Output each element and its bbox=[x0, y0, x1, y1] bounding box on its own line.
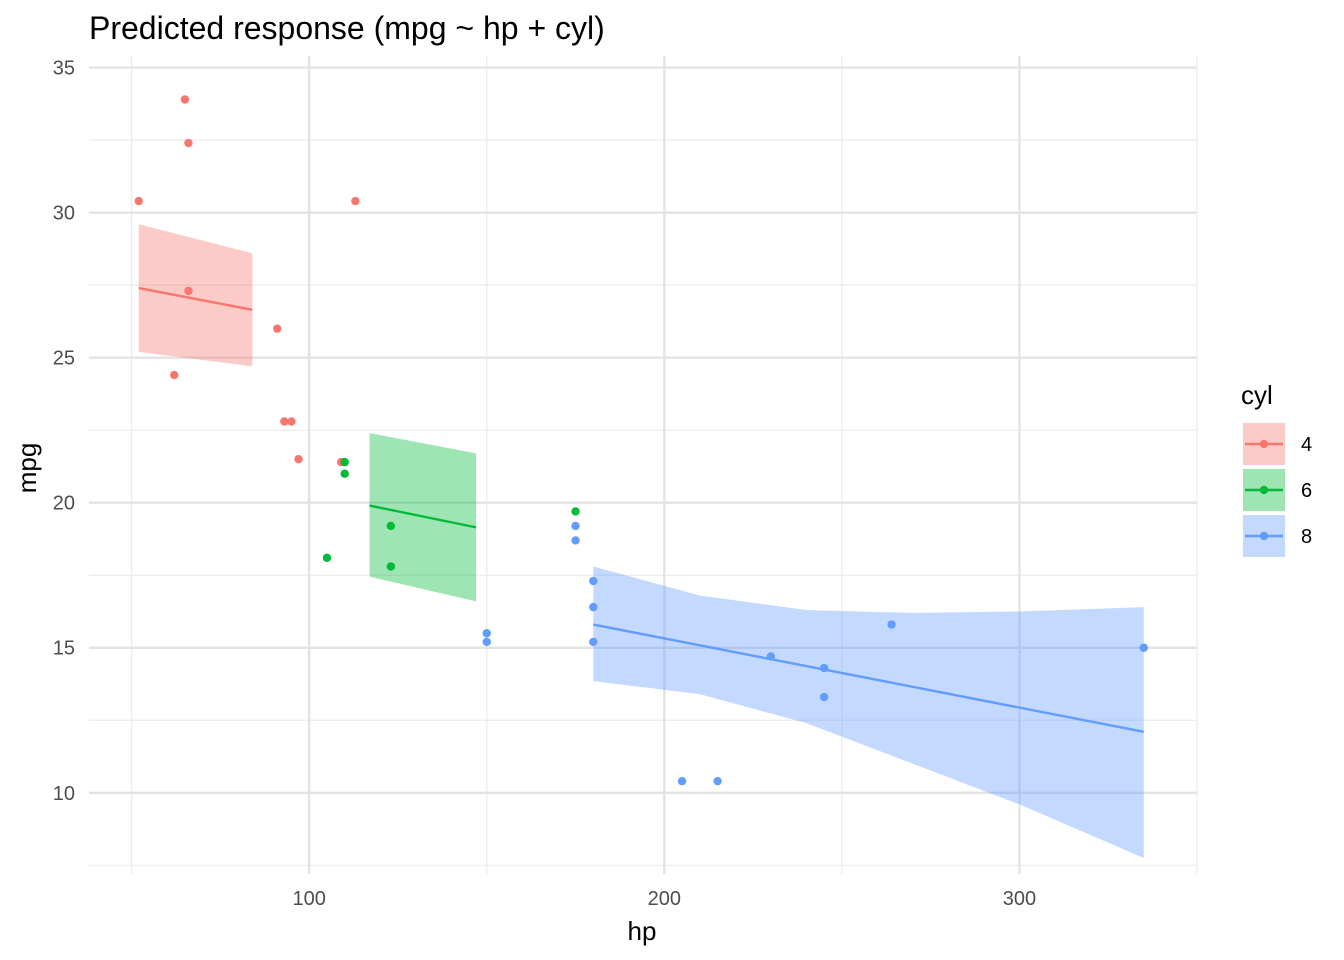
chart-title: Predicted response (mpg ~ hp + cyl) bbox=[89, 10, 605, 46]
data-point-cyl-4 bbox=[351, 196, 360, 206]
x-axis-title: hp bbox=[628, 916, 657, 946]
data-point-cyl-8 bbox=[766, 652, 776, 661]
fit-line-cyl-4 bbox=[138, 286, 253, 311]
y-tick-label: 20 bbox=[53, 493, 75, 515]
data-point-cyl-8 bbox=[589, 576, 598, 586]
data-point-cyl-6 bbox=[571, 507, 580, 516]
data-point-cyl-4 bbox=[184, 286, 193, 296]
grid-minor bbox=[89, 56, 1198, 874]
legend-key-point-cyl-6 bbox=[1259, 485, 1269, 495]
y-tick-label: 35 bbox=[53, 58, 75, 80]
data-point-cyl-8 bbox=[677, 776, 687, 786]
tick-labels: 100 200 300 10 15 20 25 30 35 bbox=[53, 58, 1036, 910]
fit-line-cyl-6 bbox=[369, 504, 477, 529]
y-tick-label: 10 bbox=[53, 783, 75, 805]
data-point-cyl-4 bbox=[280, 417, 289, 426]
y-tick-label: 30 bbox=[53, 203, 75, 225]
data-point-cyl-6 bbox=[386, 521, 396, 531]
data-point-cyl-4 bbox=[273, 324, 282, 333]
legend-key-point-cyl-8 bbox=[1259, 531, 1269, 541]
x-tick-label: 100 bbox=[292, 888, 325, 910]
legend: cyl 4 6 8 bbox=[1241, 380, 1312, 557]
legend-label-cyl-8: 8 bbox=[1301, 526, 1312, 548]
data-point-cyl-4 bbox=[180, 95, 190, 104]
data-point-cyl-8 bbox=[713, 776, 722, 786]
data-point-cyl-8 bbox=[819, 663, 829, 673]
data-point-cyl-8 bbox=[589, 602, 598, 612]
data-point-cyl-4 bbox=[184, 138, 193, 148]
legend-title: cyl bbox=[1241, 380, 1273, 410]
y-tick-label: 25 bbox=[53, 348, 75, 370]
confidence-band-cyl-8 bbox=[593, 566, 1144, 859]
data-point-cyl-8 bbox=[482, 637, 491, 647]
x-tick-label: 200 bbox=[648, 888, 681, 910]
data-point-cyl-8 bbox=[1139, 643, 1148, 652]
fit-line-cyl-8 bbox=[593, 623, 1144, 734]
confidence-bands bbox=[138, 224, 1144, 859]
data-point-cyl-4 bbox=[287, 417, 296, 426]
data-point-cyl-4 bbox=[294, 454, 303, 464]
grid-major bbox=[89, 56, 1197, 874]
data-point-cyl-8 bbox=[589, 637, 598, 647]
legend-label-cyl-4: 4 bbox=[1301, 434, 1312, 456]
data-point-cyl-8 bbox=[482, 629, 491, 638]
legend-label-cyl-6: 6 bbox=[1301, 480, 1312, 502]
data-point-cyl-6 bbox=[386, 562, 396, 571]
legend-key-point-cyl-4 bbox=[1259, 439, 1269, 449]
data-point-cyl-4 bbox=[134, 196, 143, 206]
data-point-cyl-8 bbox=[571, 521, 580, 531]
fit-lines bbox=[138, 286, 1144, 734]
y-axis-title: mpg bbox=[12, 443, 42, 494]
data-point-cyl-6 bbox=[340, 457, 349, 467]
data-point-cyl-6 bbox=[340, 469, 349, 478]
y-tick-label: 15 bbox=[53, 638, 75, 660]
data-point-cyl-8 bbox=[887, 620, 896, 629]
data-point-cyl-4 bbox=[170, 370, 179, 380]
confidence-band-cyl-4 bbox=[138, 224, 253, 367]
x-tick-label: 300 bbox=[1003, 888, 1036, 910]
data-point-cyl-6 bbox=[322, 553, 332, 563]
data-point-cyl-8 bbox=[571, 536, 580, 545]
data-point-cyl-8 bbox=[819, 692, 829, 702]
data-points bbox=[134, 95, 1148, 786]
